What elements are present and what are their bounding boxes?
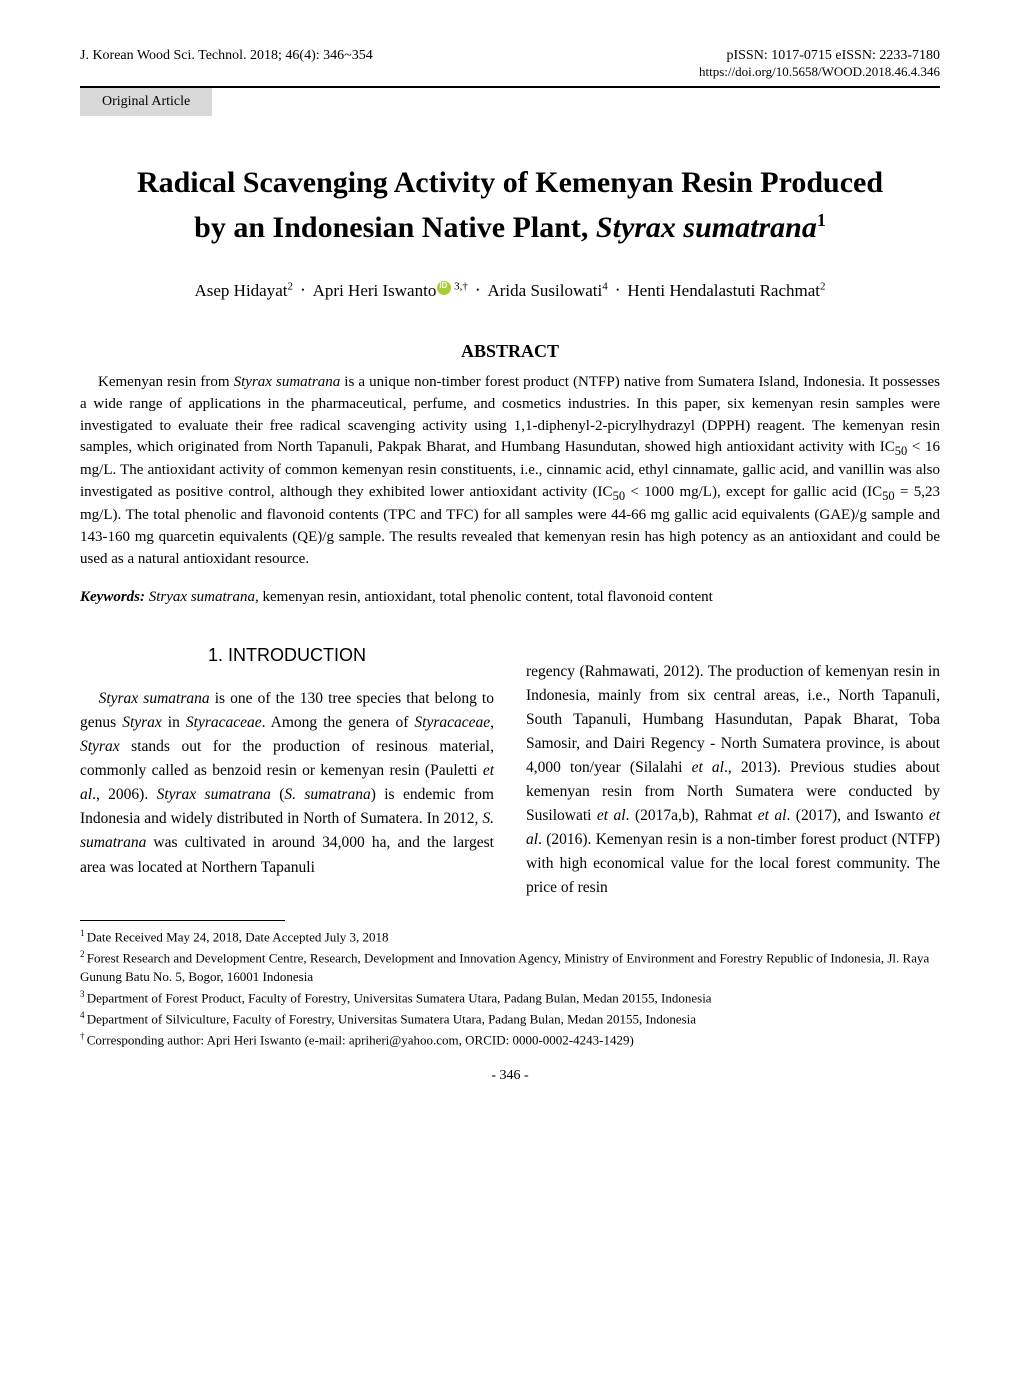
footnote-4-mark: 4 [80, 1010, 87, 1020]
article-type-bar: Original Article [80, 88, 940, 116]
article-type: Original Article [80, 88, 212, 116]
intro-right-para: regency (Rahmawati, 2012). The productio… [526, 660, 940, 900]
keywords-rest: , kemenyan resin, antioxidant, total phe… [255, 589, 713, 605]
running-header: J. Korean Wood Sci. Technol. 2018; 46(4)… [80, 48, 940, 80]
title-line-1: Radical Scavenging Activity of Kemenyan … [80, 160, 940, 205]
intro-left-para: Styrax sumatrana is one of the 130 tree … [80, 687, 494, 879]
footnote-c-mark: † [80, 1031, 87, 1041]
footnote-4-text: Department of Silviculture, Faculty of F… [87, 1011, 696, 1026]
footnote-3-mark: 3 [80, 989, 87, 999]
intro-col-left: 1. INTRODUCTION Styrax sumatrana is one … [80, 606, 494, 900]
section-1-heading: 1. INTRODUCTION [80, 642, 494, 670]
orcid-icon [437, 281, 451, 295]
author-line: Asep Hidayat2ㆍApri Heri Iswanto 3,†ㆍArid… [80, 276, 940, 301]
intro-columns: 1. INTRODUCTION Styrax sumatrana is one … [80, 606, 940, 900]
author-1-aff: 2 [288, 280, 294, 292]
footnote-1-text: Date Received May 24, 2018, Date Accepte… [87, 929, 389, 944]
footnote-corresponding: † Corresponding author: Apri Heri Iswant… [80, 1030, 940, 1050]
col-right-spacer [526, 606, 940, 660]
keywords-label: Keywords: [80, 589, 145, 605]
author-sep: ㆍ [470, 281, 486, 300]
intro-col-right: regency (Rahmawati, 2012). The productio… [526, 606, 940, 900]
abstract-body: Kemenyan resin from Styrax sumatrana is … [80, 372, 940, 571]
author-2: Apri Heri Iswanto [313, 281, 437, 300]
footnote-c-text: Corresponding author: Apri Heri Iswanto … [87, 1033, 634, 1048]
footnote-2: 2 Forest Research and Development Centre… [80, 948, 940, 987]
footnotes: 1 Date Received May 24, 2018, Date Accep… [80, 927, 940, 1051]
footnote-1-mark: 1 [80, 928, 87, 938]
title-species: Styrax sumatrana [596, 211, 817, 244]
footnote-2-mark: 2 [80, 949, 87, 959]
author-3-aff: 4 [602, 280, 608, 292]
keywords-taxon: Stryax sumatrana [145, 589, 255, 605]
author-4: Henti Hendalastuti Rachmat [627, 281, 820, 300]
author-sep: ㆍ [295, 281, 311, 300]
footnote-4: 4 Department of Silviculture, Faculty of… [80, 1009, 940, 1029]
header-right: pISSN: 1017-0715 eISSN: 2233-7180 https:… [699, 48, 940, 80]
author-sep: ㆍ [610, 281, 626, 300]
abstract-heading: ABSTRACT [80, 341, 940, 362]
article-title: Radical Scavenging Activity of Kemenyan … [80, 160, 940, 250]
footnote-1: 1 Date Received May 24, 2018, Date Accep… [80, 927, 940, 947]
author-3: Arida Susilowati [487, 281, 602, 300]
footnote-3-text: Department of Forest Product, Faculty of… [87, 990, 712, 1005]
author-2-aff: 3,† [451, 280, 468, 292]
doi: https://doi.org/10.5658/WOOD.2018.46.4.3… [699, 64, 940, 80]
title-line-2-prefix: by an Indonesian Native Plant, [194, 211, 596, 244]
keywords: Keywords: Stryax sumatrana, kemenyan res… [80, 589, 940, 606]
title-line-2: by an Indonesian Native Plant, Styrax su… [80, 205, 940, 250]
author-1: Asep Hidayat [194, 281, 287, 300]
journal-citation: J. Korean Wood Sci. Technol. 2018; 46(4)… [80, 48, 373, 80]
page-number: - 346 - [80, 1068, 940, 1084]
footnote-2-text: Forest Research and Development Centre, … [80, 950, 929, 984]
footnote-3: 3 Department of Forest Product, Faculty … [80, 988, 940, 1008]
issn: pISSN: 1017-0715 eISSN: 2233-7180 [699, 48, 940, 64]
author-4-aff: 2 [820, 280, 826, 292]
footnotes-divider [80, 920, 285, 921]
title-footnote-ref: 1 [817, 210, 826, 230]
